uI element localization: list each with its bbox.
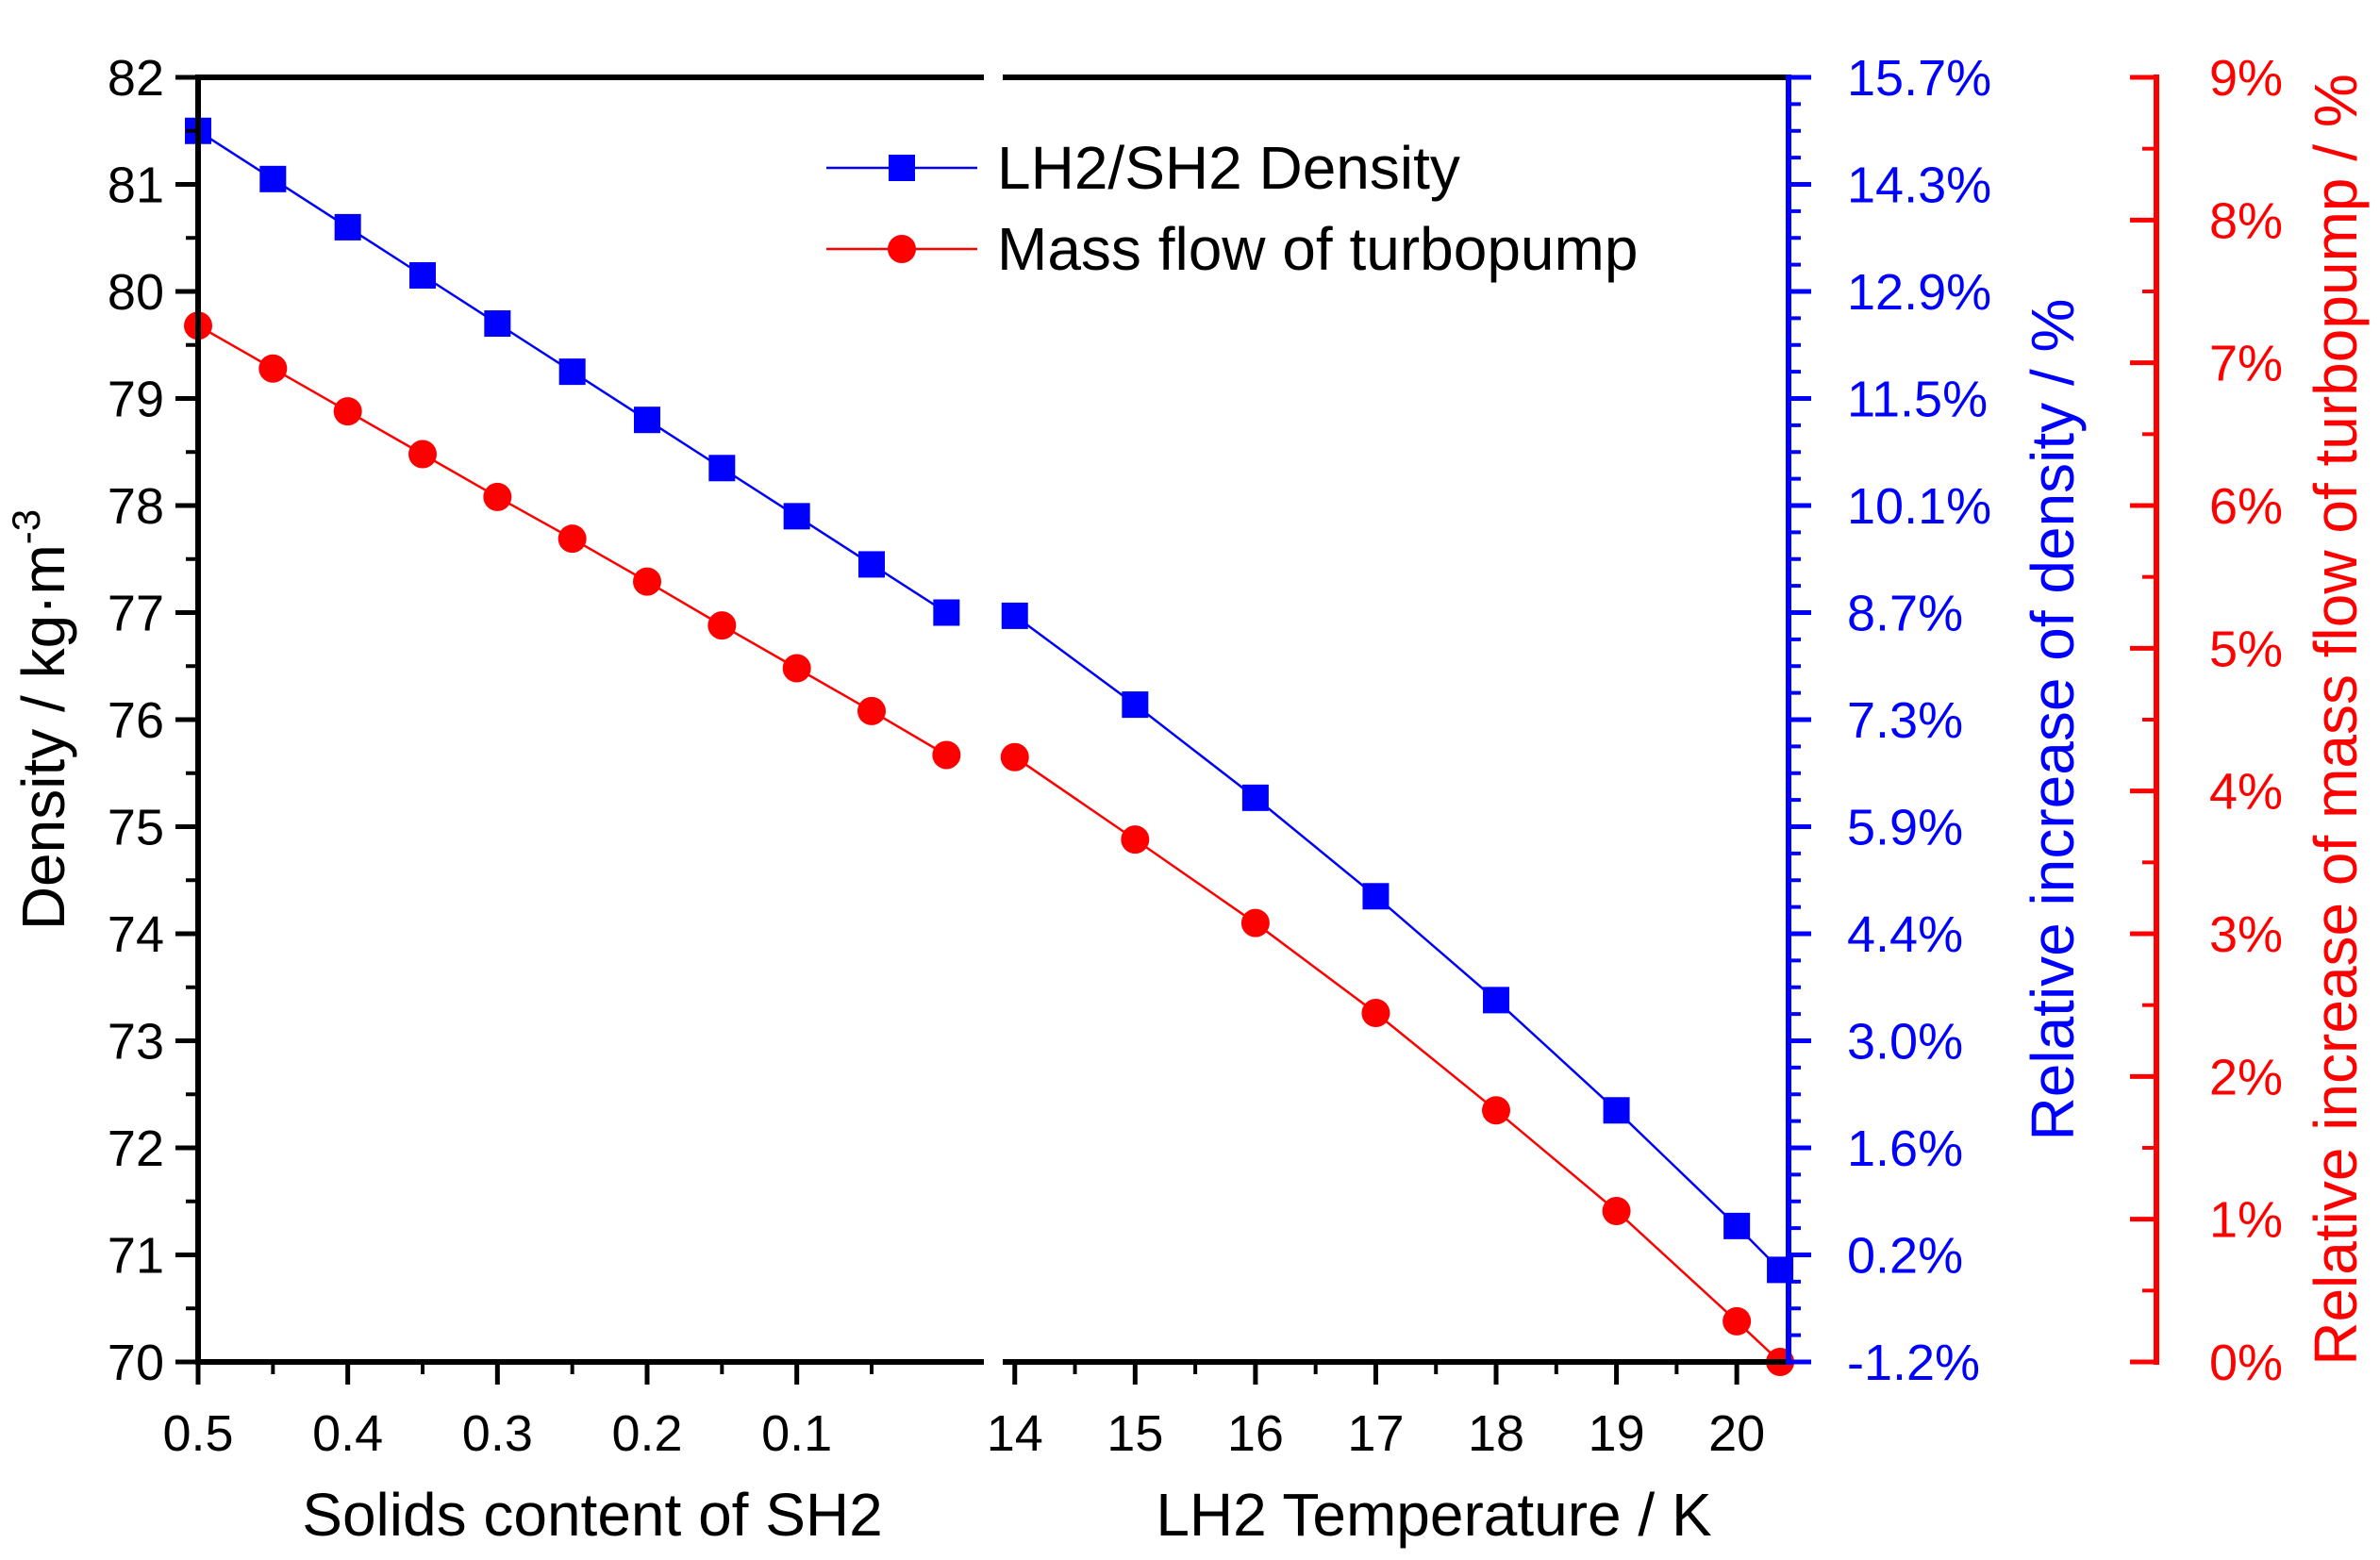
density-point (1723, 1212, 1751, 1239)
left-y-axis-title: Density / kg·m-3 (4, 509, 77, 930)
density-point (259, 165, 287, 192)
density-axis-tick-label: 11.5% (1847, 372, 1988, 428)
mass-flow-axis-tick-label: 4% (2209, 764, 2283, 821)
left-y-tick-label: 73 (108, 1014, 164, 1070)
density-axis-tick-label: -1.2% (1847, 1335, 1980, 1391)
series-line-density-panel-2 (1014, 614, 1781, 1271)
mass-flow-point (1361, 998, 1390, 1027)
mass-flow-point (1482, 1096, 1511, 1125)
mass-flow-point (333, 397, 362, 426)
x-tick-label: 19 (1589, 1405, 1645, 1462)
axes (175, 75, 2159, 1385)
x-tick-label: 0.3 (462, 1405, 533, 1462)
x-tick-label: 16 (1227, 1405, 1284, 1462)
mass-flow-axis-title: Relative increase of mass flow of turbop… (2302, 74, 2370, 1366)
density-point (1483, 987, 1510, 1014)
left-y-tick-label: 80 (108, 264, 164, 321)
mass-flow-point (558, 524, 587, 554)
left-y-tick-label: 71 (108, 1228, 164, 1285)
mass-flow-axis-tick-label: 1% (2209, 1192, 2283, 1249)
axis-text: 70 71 72 73 74 75 76 77 78 79 80 81 82 -1.2% 0.2% 1.6% 3… (4, 50, 2370, 1549)
mass-flow-axis-tick-label: 6% (2209, 478, 2283, 535)
x-tick-label: 15 (1107, 1405, 1163, 1462)
left-y-tick-label: 78 (108, 478, 164, 535)
left-y-tick-label: 82 (108, 50, 164, 107)
mass-flow-axis-tick-label: 0% (2209, 1335, 2283, 1391)
x-tick-label: 0.2 (611, 1405, 682, 1462)
density-axis-tick-label: 7.3% (1847, 692, 1963, 749)
density-point (933, 599, 960, 626)
mass-flow-axis-tick-label: 3% (2209, 906, 2283, 963)
left-y-tick-label: 79 (108, 372, 164, 428)
density-point (1001, 602, 1028, 629)
legend-marker-density (889, 155, 915, 181)
density-point (558, 358, 586, 386)
density-point (1603, 1097, 1630, 1124)
legend-label-mass-flow: Mass flow of turbopump (997, 215, 1638, 283)
x-tick-label: 0.5 (162, 1405, 233, 1462)
left-y-axis-title-main: Density / kg·m (9, 544, 77, 930)
density-point (783, 503, 810, 530)
left-y-tick-label: 70 (108, 1335, 164, 1391)
density-axis-tick-label: 12.9% (1847, 264, 1991, 321)
mass-flow-axis-tick-label: 7% (2209, 336, 2283, 392)
mass-flow-point (1000, 742, 1029, 772)
mass-flow-axis-tick-label: 8% (2209, 192, 2283, 249)
left-y-tick-label: 81 (108, 158, 164, 214)
mass-flow-point (707, 611, 737, 640)
mass-flow-axis-tick-label: 5% (2209, 621, 2283, 677)
density-axis-tick-label: 10.1% (1847, 478, 1991, 535)
left-y-axis-title-superscript: -3 (4, 509, 48, 544)
x-tick-label: 20 (1708, 1405, 1765, 1462)
x-tick-label: 18 (1468, 1405, 1524, 1462)
density-point (634, 407, 660, 434)
left-y-tick-label: 76 (108, 692, 164, 749)
density-point (334, 213, 361, 241)
left-y-tick-label: 75 (108, 800, 164, 856)
left-y-tick-label: 77 (108, 586, 164, 642)
mass-flow-point (483, 482, 512, 511)
density-point (1241, 784, 1269, 811)
legend-marker-mass-flow (888, 235, 916, 263)
mass-flow-point (782, 654, 811, 683)
density-axis-tick-label: 14.3% (1847, 158, 1991, 214)
x-tick-label: 17 (1347, 1405, 1404, 1462)
x-axis-title-solids: Solids content of SH2 (302, 1481, 882, 1549)
density-axis-title: Relative increase of density / % (2019, 299, 2087, 1141)
mass-flow-axis-tick-label: 9% (2209, 50, 2283, 107)
density-axis-tick-label: 1.6% (1847, 1120, 1963, 1177)
series-line-mass-flow-panel-2 (1014, 755, 1781, 1363)
x-tick-label: 0.4 (312, 1405, 383, 1462)
density-axis-tick-label: 4.4% (1847, 906, 1963, 963)
mass-flow-point (1602, 1196, 1631, 1225)
mass-flow-point (857, 696, 886, 725)
x-axis-title-temperature: LH2 Temperature / K (1156, 1481, 1711, 1549)
mass-flow-point (408, 440, 437, 469)
density-axis-tick-label: 0.2% (1847, 1228, 1963, 1285)
x-tick-label: 14 (987, 1405, 1043, 1462)
x-tick-label: 0.1 (761, 1405, 832, 1462)
density-axis-tick-label: 5.9% (1847, 800, 1963, 856)
mass-flow-axis-tick-label: 2% (2209, 1049, 2283, 1105)
density-point (1362, 883, 1390, 910)
left-y-tick-label: 72 (108, 1120, 164, 1177)
density-axis-tick-label: 15.7% (1847, 50, 1991, 107)
density-axis-tick-label: 3.0% (1847, 1014, 1963, 1070)
mass-flow-point (633, 567, 661, 596)
mass-flow-point (932, 740, 961, 770)
density-axis-tick-label: 8.7% (1847, 586, 1963, 642)
mass-flow-point (1240, 908, 1270, 938)
mass-flow-point (258, 354, 288, 383)
mass-flow-point (1723, 1306, 1752, 1336)
left-y-tick-label: 74 (108, 906, 164, 963)
legend: LH2/SH2 Density Mass flow of turbopump (826, 134, 1638, 283)
density-point (1122, 691, 1149, 719)
density-point (858, 551, 885, 578)
density-point (409, 261, 436, 289)
mass-flow-point (1121, 825, 1150, 855)
density-point (708, 455, 736, 482)
legend-label-density: LH2/SH2 Density (997, 134, 1460, 202)
density-point (484, 310, 511, 338)
